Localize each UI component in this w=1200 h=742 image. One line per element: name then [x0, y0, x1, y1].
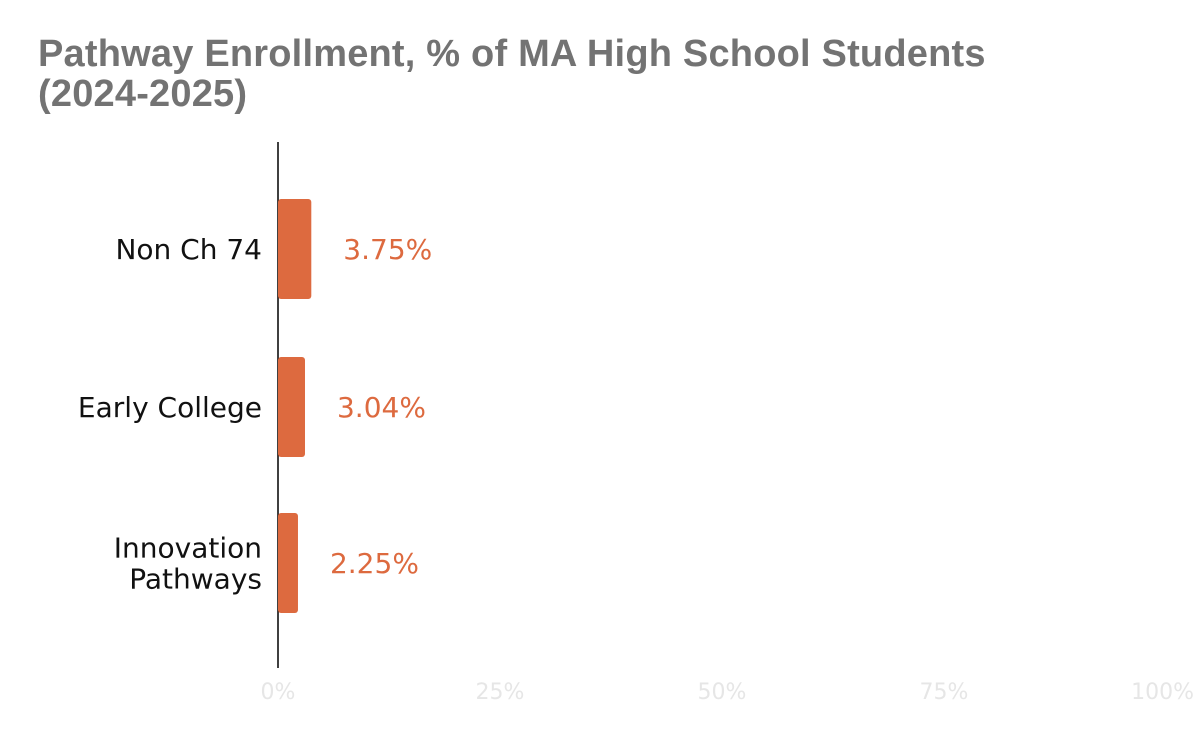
category-label-2: Innovation Pathways — [114, 532, 262, 596]
x-axis-ticks-group: 0% 25% 50% 75% 100% — [261, 680, 1194, 705]
bar-1 — [278, 357, 305, 457]
category-labels-group: Non Ch 74 Early College Innovation Pathways — [78, 233, 262, 596]
x-tick-label: 100% — [1131, 680, 1194, 705]
category-label-line: Pathways — [129, 563, 262, 596]
value-label-0: 3.75% — [343, 233, 432, 266]
x-tick-label: 25% — [476, 680, 525, 705]
category-label-line: Early College — [78, 391, 262, 424]
bars-group — [278, 199, 312, 613]
value-label-1: 3.04% — [337, 391, 426, 424]
bar-0 — [278, 199, 312, 299]
x-tick-label: 75% — [920, 680, 969, 705]
category-label-1: Early College — [78, 391, 262, 424]
value-labels-group: 3.75% 3.04% 2.25% — [330, 233, 432, 580]
bar-2 — [278, 513, 298, 613]
x-tick-label: 0% — [261, 680, 296, 705]
chart-title: Pathway Enrollment, % of MA High School … — [38, 33, 986, 115]
category-label-line: Innovation — [114, 532, 262, 565]
value-label-2: 2.25% — [330, 547, 419, 580]
category-label-line: Non Ch 74 — [115, 233, 262, 266]
category-label-0: Non Ch 74 — [115, 233, 262, 266]
x-tick-label: 50% — [698, 680, 747, 705]
